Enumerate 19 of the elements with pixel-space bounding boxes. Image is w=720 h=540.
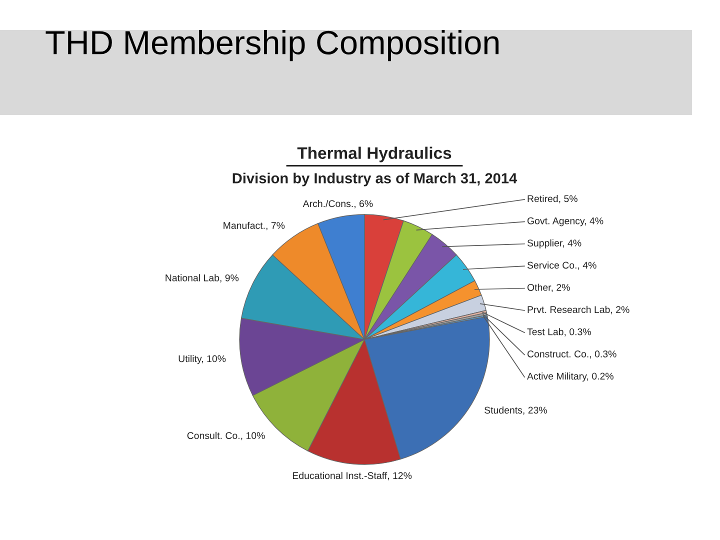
slice-label: Service Co., 4% [527,262,596,270]
slice-label: Construct. Co., 0.3% [527,350,616,359]
slice-label: Utility, 10% [178,355,226,364]
slice-label: Manufact., 7% [224,222,285,230]
slice-label: Arch./Cons., 6% [302,200,373,208]
chart-title: Thermal Hydraulics [297,146,452,162]
slice-label: Educational Inst.-Staff, 12% [292,472,412,480]
slice-label: Consult. Co., 10% [187,432,265,440]
slice-label: Retired, 5% [528,194,578,204]
chart-subtitle: Division by Industry as of March 31, 2014 [232,172,518,186]
text: THD Membership Composition [46,30,499,62]
slice-label: Test Lab, 0.3% [527,328,591,336]
slice-label: Students, 23% [484,406,547,415]
slice-label: Other, 2% [527,284,570,292]
slice-label: Prvt. Research Lab, 2% [528,306,630,314]
slice-label: Govt. Agency, 4% [527,217,604,226]
slice-label: National Lab, 9% [166,274,239,282]
slice-label: Active Military, 0.2% [527,372,614,382]
slice-label: Supplier, 4% [527,239,582,248]
